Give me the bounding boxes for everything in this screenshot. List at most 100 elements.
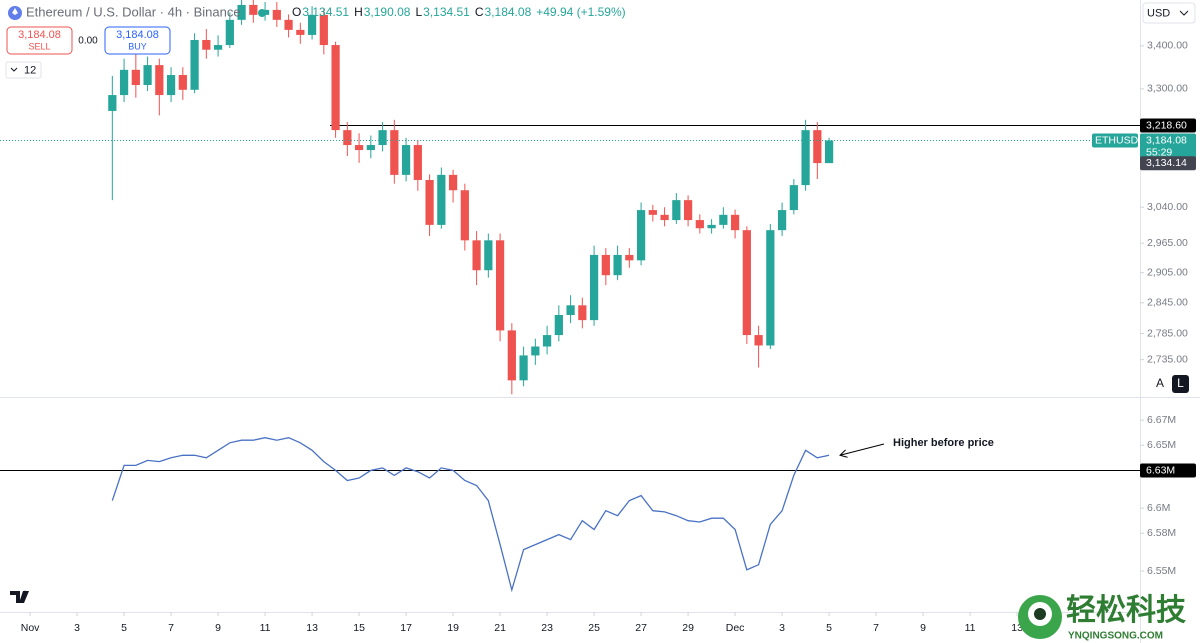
candle-body	[507, 330, 516, 381]
candle-body	[108, 95, 117, 111]
buy-button[interactable]	[104, 26, 171, 55]
x-tick-label: 11	[260, 622, 271, 634]
quantity: 12	[24, 64, 36, 76]
candle-body	[742, 230, 751, 336]
candle-body	[707, 224, 716, 229]
candle-body	[343, 130, 352, 146]
marker-label: 3,134.14	[1146, 157, 1187, 169]
ohlc-label: H	[354, 5, 363, 19]
price-line-label-bg	[1140, 118, 1196, 133]
candle-body	[625, 254, 634, 261]
candle-body	[307, 14, 317, 35]
y-tick-label: 2,965.00	[1147, 237, 1188, 249]
candle-body	[519, 355, 528, 381]
candle-body	[225, 19, 234, 46]
candle-body	[131, 69, 140, 86]
y-tick-label: 2,905.00	[1147, 266, 1188, 278]
watermark-url: YNQINGSONG.COM	[1068, 631, 1163, 642]
candle-body	[366, 145, 375, 151]
y-tick-label: 6.55M	[1147, 565, 1176, 577]
candle-body	[390, 130, 399, 175]
candle-body	[472, 240, 481, 271]
x-tick-label: 19	[447, 622, 459, 634]
buy-price: 3,184.08	[116, 29, 159, 41]
candle-body	[119, 69, 129, 96]
marker-label-bg	[1140, 156, 1196, 171]
x-tick-label: 9	[920, 622, 926, 634]
candle-body	[648, 210, 657, 215]
y-tick-label: 6.65M	[1147, 439, 1176, 451]
ohlc-value: 3,134.51	[302, 5, 349, 19]
annotation: Higher before price	[893, 437, 994, 449]
ohlc-change: +49.94 (+1.59%)	[536, 5, 625, 19]
watermark-logo-pupil	[1034, 608, 1046, 620]
y-tick-label: 2,785.00	[1147, 327, 1188, 339]
price-pane	[0, 0, 1140, 395]
tv-logo-dot	[22, 590, 28, 596]
y-tick-label: 3,400.00	[1147, 40, 1188, 52]
y-tick-label: 3,040.00	[1147, 201, 1188, 213]
candle-body	[636, 210, 646, 261]
indicator-line	[111, 437, 830, 593]
x-tick-label: 5	[121, 622, 127, 634]
spread: 0.00	[78, 36, 98, 47]
currency-select[interactable]	[1142, 2, 1196, 24]
sell-label: SELL	[28, 41, 50, 51]
y-tick-label: 6.6M	[1147, 502, 1170, 514]
candle-body	[801, 130, 810, 186]
candle-body	[178, 75, 187, 90]
buy-label: BUY	[128, 41, 147, 51]
symbol-title: Ethereum / U.S. Dollar · 4h · Binance	[26, 4, 241, 19]
candle-body	[813, 130, 822, 164]
candle-body	[331, 45, 340, 131]
annotation-arrow	[841, 443, 885, 455]
candle-body	[284, 19, 293, 30]
candle-body	[789, 185, 798, 211]
candle-body	[190, 39, 199, 90]
x-tick-label: 7	[873, 622, 879, 634]
candle-body	[589, 254, 599, 321]
candle-body	[613, 254, 622, 276]
ohlc-label: L	[415, 5, 422, 19]
candle-body	[413, 145, 422, 180]
candle-body	[531, 346, 540, 356]
candle-body	[542, 335, 552, 347]
candle-body	[272, 9, 281, 20]
candle-body	[249, 4, 258, 15]
candle-body	[202, 39, 211, 50]
x-tick-label: 3	[74, 622, 80, 634]
x-tick-label: 23	[541, 622, 553, 634]
price-line-label: 6.63M	[1146, 464, 1175, 476]
candle-body	[754, 335, 763, 346]
market-status	[258, 9, 266, 17]
candle-body	[554, 314, 563, 336]
candle-body	[601, 254, 610, 276]
price-line-label-bg	[1140, 463, 1196, 478]
auto-scale-button[interactable]: A	[1156, 376, 1164, 390]
candle-body	[354, 145, 364, 151]
countdown: 55:29	[1146, 146, 1172, 158]
x-tick-label: 27	[635, 622, 647, 634]
last-price-bg	[1140, 133, 1196, 160]
candle-body	[566, 305, 575, 315]
sell-button[interactable]	[6, 26, 73, 55]
candle-body	[296, 29, 305, 35]
x-tick-label: 11	[965, 622, 976, 634]
log-scale-button-bg[interactable]	[1172, 375, 1189, 393]
ohlc-label: C	[475, 5, 484, 19]
indicator-pane	[0, 437, 1140, 593]
ohlc-value: 3,184.08	[485, 5, 532, 19]
y-tick-label: 3,300.00	[1147, 83, 1188, 95]
y-tick-label: 2,735.00	[1147, 353, 1188, 365]
candle-body	[766, 230, 775, 346]
last-price-label: 3,184.08	[1146, 134, 1187, 146]
x-tick-label: 15	[353, 622, 365, 634]
candle-body	[155, 65, 164, 96]
log-scale-button[interactable]: L	[1177, 376, 1184, 390]
quantity-caret	[10, 67, 18, 72]
candle-body	[143, 65, 152, 86]
x-tick-label: Dec	[726, 622, 745, 634]
x-tick-label: 13	[306, 622, 318, 634]
x-tick-label: Nov	[21, 622, 40, 634]
quantity-select[interactable]	[5, 61, 42, 79]
